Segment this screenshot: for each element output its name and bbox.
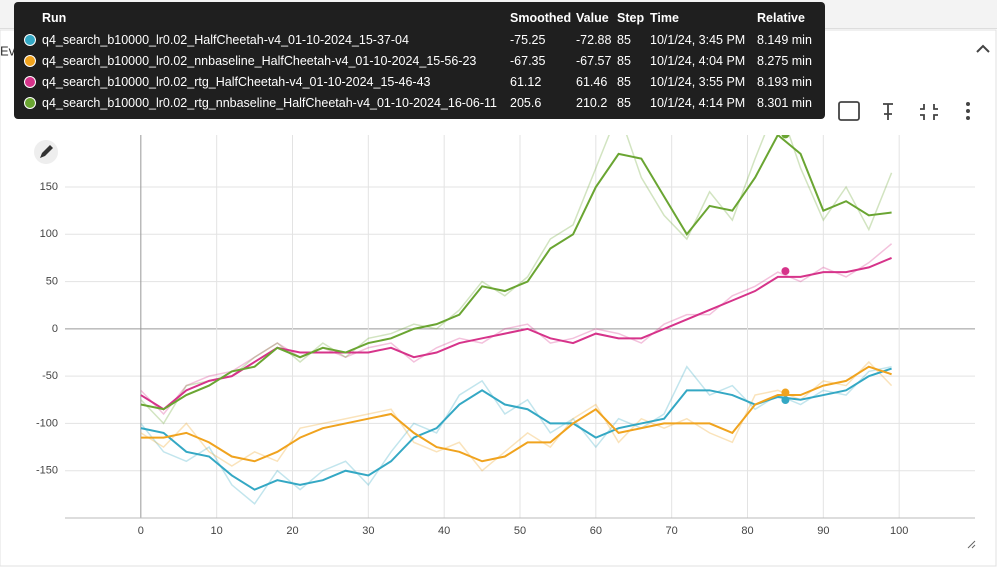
tooltip-time: 10/1/24, 4:04 PM	[650, 54, 746, 68]
tooltip-value: -72.88	[576, 33, 612, 47]
column-header: Step	[617, 11, 645, 25]
column-header: Smoothed	[510, 11, 572, 25]
y-tick-label: -100	[36, 417, 58, 429]
y-tick-label: 50	[46, 275, 58, 287]
plot-area	[65, 135, 975, 518]
resize-handle[interactable]	[967, 540, 976, 549]
y-tick-label: -50	[42, 370, 58, 382]
tooltip-smoothed: -67.35	[510, 54, 546, 68]
x-tick-label: 0	[138, 525, 144, 537]
y-tick-label: 150	[40, 181, 58, 193]
x-tick-label: 20	[286, 525, 298, 537]
tooltip-step: 85	[617, 96, 631, 110]
raw-line	[140, 243, 893, 416]
tooltip-time: 10/1/24, 3:45 PM	[650, 33, 746, 47]
tooltip: Run Smoothed Value Step Time Relative q4_searc…	[14, 2, 825, 119]
y-tick-label: 100	[40, 228, 58, 240]
tooltip-relative: 8.193 min	[757, 75, 812, 89]
legend-entry: q4_search_b10000_lr0.02_rtg_nnbaseline_H…	[42, 96, 497, 110]
fullscreen-button[interactable]	[920, 104, 938, 120]
tooltip-smoothed: 61.12	[510, 75, 542, 89]
tooltip-smoothed: 205.6	[510, 96, 542, 110]
tooltip-value: -67.57	[576, 54, 612, 68]
tooltip-step: 85	[617, 33, 631, 47]
legend-swatch	[24, 34, 36, 46]
x-tick-label: 90	[817, 525, 829, 537]
axes: -150 -100 -50 0 50 100 150 0 10 20 30 40 50 60 70 80 90 1…	[36, 181, 975, 537]
more-button[interactable]	[966, 102, 970, 120]
x-tick-label: 80	[741, 525, 753, 537]
column-header: Value	[576, 11, 609, 25]
tooltip-time: 10/1/24, 4:14 PM	[650, 96, 746, 110]
collapse-button[interactable]	[976, 44, 990, 53]
hover-point	[781, 267, 790, 276]
hover-point	[781, 135, 790, 139]
y-tick-label: 0	[52, 323, 58, 335]
column-header: Run	[42, 11, 67, 25]
x-tick-label: 70	[666, 525, 678, 537]
legend-swatch	[24, 76, 36, 88]
x-tick-label: 60	[590, 525, 602, 537]
legend-swatch	[24, 55, 36, 67]
hover-point	[781, 396, 790, 405]
x-tick-label: 30	[362, 525, 374, 537]
fit-domain-button[interactable]	[838, 101, 860, 121]
tooltip-value: 210.2	[576, 96, 608, 110]
x-tick-label: 100	[890, 525, 908, 537]
tooltip-time: 10/1/24, 3:55 PM	[650, 75, 746, 89]
tooltip-value: 61.46	[576, 75, 608, 89]
card	[0, 29, 997, 567]
x-tick-label: 10	[211, 525, 223, 537]
legend-swatch	[24, 97, 36, 109]
hover-point	[781, 388, 790, 397]
column-header: Time	[650, 11, 679, 25]
smoothed-line	[140, 365, 892, 463]
smoothed-line	[140, 257, 892, 411]
tooltip-relative: 8.149 min	[757, 33, 812, 47]
legend-entry: q4_search_b10000_lr0.02_rtg_HalfCheetah-…	[42, 75, 431, 89]
tooltip-step: 85	[617, 75, 631, 89]
y-tick-label: -150	[36, 465, 58, 477]
x-tick-label: 40	[438, 525, 450, 537]
tooltip-relative: 8.301 min	[757, 96, 812, 110]
edit-icon	[40, 145, 53, 158]
legend-entry: q4_search_b10000_lr0.02_nnbaseline_HalfC…	[42, 54, 477, 68]
legend-entry: q4_search_b10000_lr0.02_HalfCheetah-v4_0…	[42, 33, 409, 47]
smoothed-line	[140, 135, 892, 411]
tooltip-relative: 8.275 min	[757, 54, 812, 68]
tooltip-step: 85	[617, 54, 631, 68]
x-tick-label: 50	[514, 525, 526, 537]
column-header: Relative	[757, 11, 805, 25]
tooltip-smoothed: -75.25	[510, 33, 546, 47]
pin-button[interactable]	[883, 103, 893, 120]
